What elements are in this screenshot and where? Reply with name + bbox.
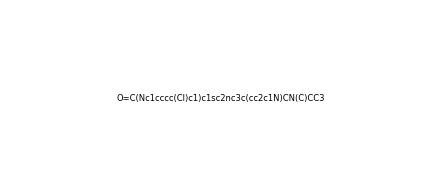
Text: O=C(Nc1cccc(Cl)c1)c1sc2nc3c(cc2c1N)CN(C)CC3: O=C(Nc1cccc(Cl)c1)c1sc2nc3c(cc2c1N)CN(C)… — [116, 94, 325, 103]
